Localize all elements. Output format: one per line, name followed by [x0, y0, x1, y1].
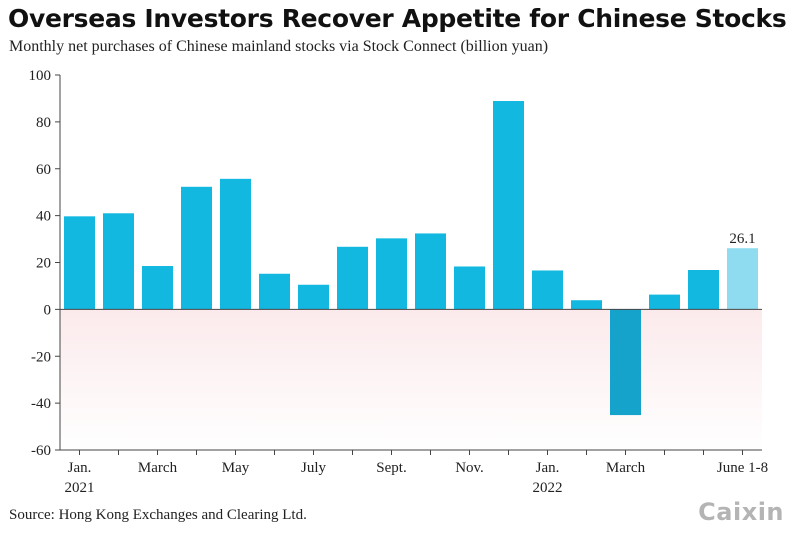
bar-5 [220, 178, 251, 310]
x-tick-label: 2022 [533, 480, 563, 496]
y-tick-label: -20 [31, 349, 51, 365]
bar-10 [415, 233, 446, 310]
x-tick-label: Jan. [536, 460, 560, 476]
bar-9 [376, 238, 407, 310]
negative-region [60, 309, 762, 450]
bar-7 [298, 284, 329, 310]
x-tick-label: 2021 [65, 480, 95, 496]
bar-8 [337, 246, 368, 310]
bar-18 [727, 248, 758, 310]
chart-title: Overseas Investors Recover Appetite for … [8, 4, 787, 33]
bar-3 [142, 266, 173, 310]
x-tick-label: June 1-8 [717, 460, 768, 476]
x-tick-label: March [138, 460, 178, 476]
x-tick-label: Sept. [376, 460, 406, 476]
y-tick-label: 40 [36, 209, 51, 225]
y-tick-label: 20 [36, 256, 51, 272]
bar-12 [493, 101, 524, 310]
bar-17 [688, 270, 719, 310]
x-tick-label: March [606, 460, 646, 476]
y-tick-label: -40 [31, 396, 51, 412]
bar-2 [103, 213, 134, 310]
x-tick-label: Nov. [455, 460, 484, 476]
y-tick-label: 100 [29, 68, 52, 84]
y-tick-label: 60 [36, 162, 51, 178]
bar-14 [571, 300, 602, 310]
bar-4 [181, 186, 212, 310]
x-tick-label: July [301, 460, 327, 476]
chart-subtitle: Monthly net purchases of Chinese mainlan… [9, 38, 549, 55]
data-label: 26.1 [729, 231, 755, 247]
y-tick-label: -60 [31, 443, 51, 459]
y-tick-label: 80 [36, 115, 51, 131]
bar-11 [454, 266, 485, 310]
bar-6 [259, 273, 290, 310]
x-tick-label: May [222, 460, 250, 476]
x-tick-label: Jan. [68, 460, 92, 476]
bar-chart: 100 80 60 40 20 0 -20 -40 -60 Jan. 2021 March May Jul… [29, 68, 769, 496]
bar-1 [64, 216, 95, 310]
source-note: Source: Hong Kong Exchanges and Clearing… [9, 507, 307, 523]
bar-16 [649, 294, 680, 310]
caixin-logo: Caixin [698, 498, 784, 526]
bar-13 [532, 270, 563, 310]
y-tick-label: 0 [44, 302, 52, 318]
bar-15 [610, 309, 641, 416]
